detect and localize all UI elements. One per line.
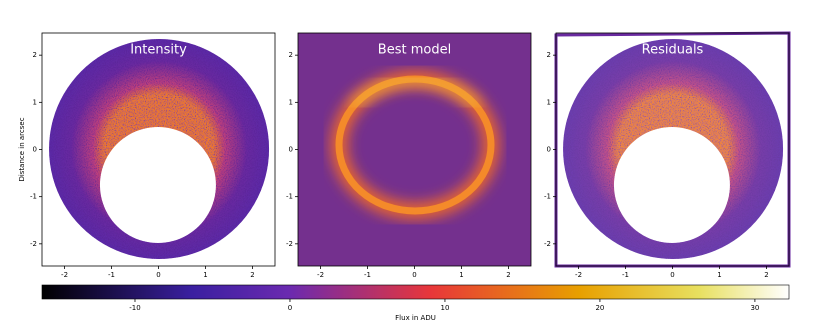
y-tick-label: 0 — [547, 146, 551, 154]
colorbar-label: Flux in ADU — [395, 314, 436, 322]
colorbar-tick-label: 0 — [288, 304, 292, 312]
panel-title: Intensity — [130, 43, 187, 58]
y-axis-label: Distance in arcsec — [18, 117, 26, 181]
x-tick-label: -2 — [61, 271, 68, 279]
colorbar-tick-label: -10 — [129, 304, 140, 312]
colorbar-tick-label: 20 — [595, 304, 604, 312]
x-tick-label: 0 — [156, 271, 160, 279]
y-tick-label: 1 — [547, 98, 551, 106]
y-tick-label: 1 — [289, 98, 293, 106]
y-tick-label: 0 — [33, 146, 37, 154]
x-tick-label: 2 — [506, 271, 510, 279]
x-tick-label: 2 — [764, 271, 768, 279]
y-tick-label: -1 — [30, 193, 37, 201]
y-tick-label: 2 — [547, 51, 551, 59]
y-tick-label: -1 — [544, 193, 551, 201]
x-tick-label: 1 — [459, 271, 463, 279]
y-tick-label: 2 — [33, 51, 37, 59]
intensity-image — [42, 33, 275, 266]
x-tick-label: 0 — [412, 271, 416, 279]
panel-title: Best model — [378, 43, 451, 58]
x-tick-label: -2 — [317, 271, 324, 279]
x-tick-label: 0 — [670, 271, 674, 279]
y-tick-label: 0 — [289, 146, 293, 154]
x-tick-label: 1 — [717, 271, 721, 279]
y-tick-label: -2 — [286, 240, 293, 248]
y-tick-label: 1 — [33, 98, 37, 106]
y-tick-label: -1 — [286, 193, 293, 201]
colorbar-tick-label: 10 — [440, 304, 449, 312]
y-tick-label: -2 — [30, 240, 37, 248]
model-image — [298, 33, 531, 266]
x-tick-label: -1 — [622, 271, 629, 279]
residuals-image — [554, 31, 791, 268]
y-tick-label: 2 — [289, 51, 293, 59]
colorbar — [41, 284, 790, 300]
panel-title: Residuals — [642, 43, 704, 58]
x-tick-label: -2 — [575, 271, 582, 279]
x-tick-label: 1 — [203, 271, 207, 279]
x-tick-label: -1 — [364, 271, 371, 279]
colorbar-tick-label: 30 — [750, 304, 759, 312]
x-tick-label: 2 — [250, 271, 254, 279]
x-tick-label: -1 — [108, 271, 115, 279]
y-tick-label: -2 — [544, 240, 551, 248]
